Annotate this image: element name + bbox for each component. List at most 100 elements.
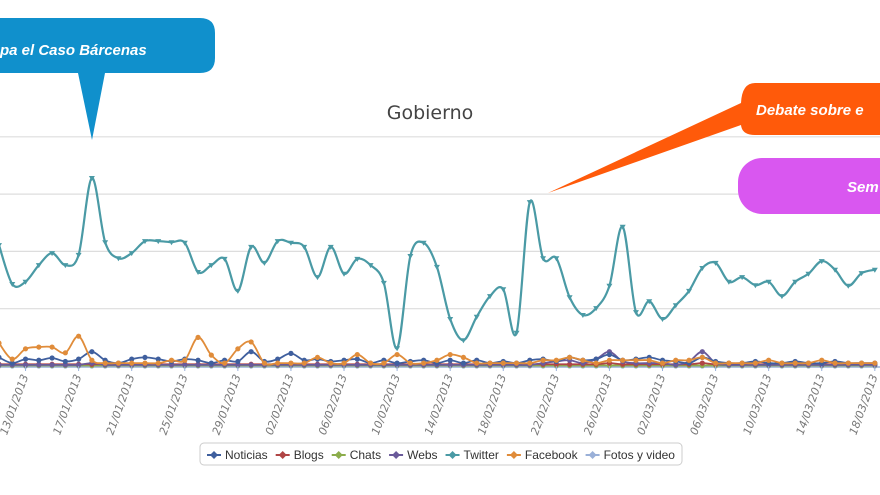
legend-item[interactable]: Fotos y video: [585, 448, 676, 462]
legend-label: Blogs: [294, 448, 324, 462]
data-point: [314, 354, 321, 361]
legend-item[interactable]: Facebook: [506, 448, 579, 462]
data-point: [673, 357, 679, 363]
data-point: [686, 357, 692, 363]
data-point: [9, 360, 15, 366]
data-point: [88, 176, 95, 182]
legend-marker: [588, 451, 597, 459]
callout-semana: Sem: [738, 158, 880, 214]
data-point: [22, 279, 29, 285]
legend-item[interactable]: Noticias: [207, 448, 268, 462]
data-point: [473, 314, 480, 320]
data-point: [75, 252, 82, 258]
data-point: [287, 240, 294, 246]
data-point: [22, 362, 29, 368]
callout-semana-shape: [738, 158, 880, 214]
data-point: [208, 263, 215, 269]
data-point: [248, 244, 255, 250]
data-point: [407, 253, 414, 259]
data-point: [725, 279, 732, 285]
data-point: [500, 287, 507, 293]
data-point: [606, 283, 613, 289]
data-point: [274, 239, 281, 245]
data-point: [261, 360, 267, 366]
legend-item[interactable]: Twitter: [445, 448, 499, 462]
data-point: [22, 356, 29, 362]
legend-item[interactable]: Blogs: [275, 448, 324, 462]
legend-label: Webs: [407, 448, 437, 462]
data-point: [606, 351, 613, 358]
data-point: [49, 344, 55, 350]
data-point: [646, 357, 652, 363]
series-facebook: [0, 333, 878, 366]
data-point: [314, 362, 321, 368]
data-point: [593, 360, 599, 366]
data-point: [0, 243, 2, 247]
data-point: [341, 271, 348, 277]
data-point: [487, 360, 493, 366]
legend-box: [199, 442, 683, 466]
data-point: [195, 357, 201, 363]
legend: Noticias Blogs Chats Webs Twitter Facebook Fot…: [199, 442, 683, 466]
data-point: [394, 360, 400, 366]
legend-item[interactable]: Chats: [331, 448, 381, 462]
data-point: [805, 271, 812, 277]
data-point: [235, 358, 241, 365]
data-point: [301, 244, 308, 250]
data-point: [328, 360, 334, 366]
data-point: [9, 356, 15, 362]
data-point: [354, 362, 360, 368]
data-point: [155, 239, 162, 245]
chart-title: Gobierno: [387, 102, 474, 124]
data-point: [420, 240, 427, 246]
data-point: [606, 357, 613, 363]
data-point: [819, 357, 825, 363]
data-point: [779, 360, 785, 366]
data-point: [567, 361, 573, 367]
data-point: [354, 356, 360, 362]
data-point: [195, 362, 201, 368]
data-point: [76, 333, 82, 339]
data-point: [699, 266, 706, 272]
data-point: [460, 360, 467, 366]
data-point: [49, 251, 56, 257]
data-point: [871, 267, 878, 273]
data-point: [619, 224, 626, 230]
x-tick-label: 06/03/2013: [687, 373, 721, 437]
data-point: [778, 294, 785, 300]
legend-label: Fotos y video: [604, 448, 676, 462]
data-point: [818, 259, 825, 265]
data-point: [433, 264, 440, 270]
x-tick-label: 18/02/2013: [475, 373, 509, 437]
data-point: [593, 306, 600, 312]
legend-label: Chats: [350, 448, 381, 462]
data-point: [526, 200, 533, 206]
data-point: [49, 362, 55, 368]
data-point: [672, 303, 679, 309]
x-tick-label: 29/01/2013: [210, 373, 244, 437]
data-point: [102, 240, 109, 246]
legend-marker: [392, 451, 401, 459]
callout-barcenas-shape: [0, 18, 215, 140]
data-point: [447, 351, 453, 358]
data-point: [182, 357, 188, 363]
legend-item[interactable]: Webs: [389, 448, 438, 462]
data-point: [155, 360, 161, 366]
data-point: [248, 349, 254, 355]
x-tick-label: 22/02/2013: [528, 373, 562, 437]
data-point: [513, 360, 520, 366]
data-point: [235, 346, 241, 352]
legend-marker: [448, 451, 457, 459]
data-point: [208, 360, 214, 366]
data-point: [447, 357, 453, 363]
data-point: [699, 354, 705, 361]
data-point: [726, 360, 732, 366]
data-point: [407, 360, 413, 366]
data-point: [115, 256, 122, 262]
data-point: [474, 360, 480, 366]
data-point: [275, 356, 281, 362]
data-point: [540, 357, 546, 363]
data-point: [766, 357, 772, 363]
data-point: [221, 360, 228, 366]
